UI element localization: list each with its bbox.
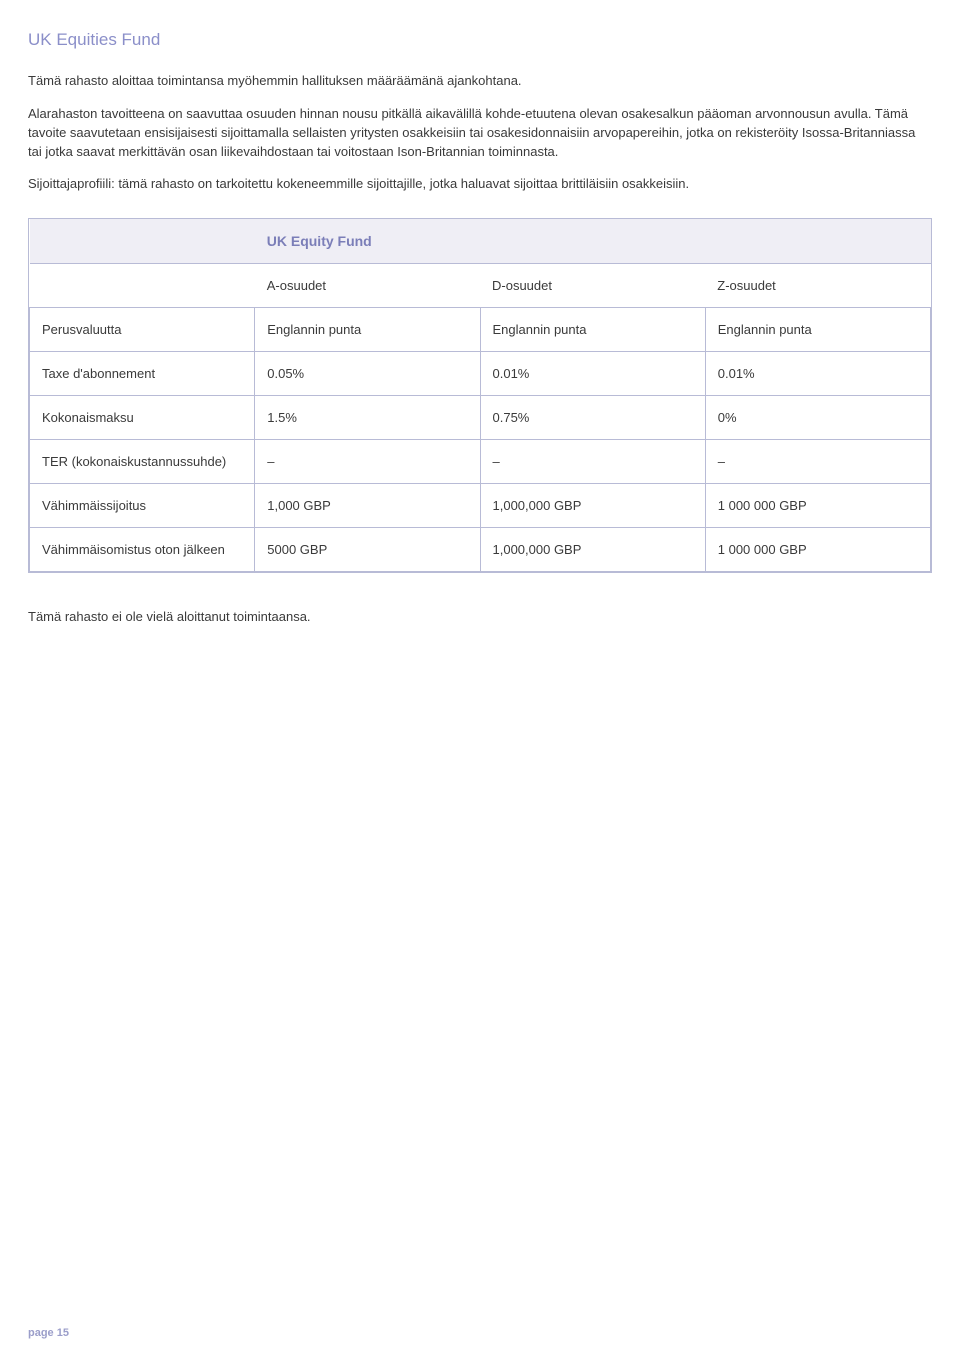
fund-table-container: UK Equity Fund A-osuudet D-osuudet Z-osu… [28, 218, 932, 573]
row-value-z: 1 000 000 GBP [705, 484, 930, 528]
intro-paragraph-3: Sijoittajaprofiili: tämä rahasto on tark… [28, 175, 932, 194]
row-label: Perusvaluutta [30, 308, 255, 352]
row-label: Kokonaismaksu [30, 396, 255, 440]
row-value-d: Englannin punta [480, 308, 705, 352]
row-value-d: 1,000,000 GBP [480, 484, 705, 528]
post-table-note: Tämä rahasto ei ole vielä aloittanut toi… [28, 609, 932, 624]
row-label: TER (kokonaiskustannussuhde) [30, 440, 255, 484]
intro-paragraph-1: Tämä rahasto aloittaa toimintansa myöhem… [28, 72, 932, 91]
row-value-d: 0.01% [480, 352, 705, 396]
row-label: Vähimmäissijoitus [30, 484, 255, 528]
row-value-z: 0% [705, 396, 930, 440]
row-value-d: – [480, 440, 705, 484]
table-row: Taxe d'abonnement 0.05% 0.01% 0.01% [30, 352, 931, 396]
table-title-spacer [30, 219, 255, 264]
row-value-a: 1,000 GBP [255, 484, 480, 528]
header-col-d: D-osuudet [480, 264, 705, 308]
table-row: Perusvaluutta Englannin punta Englannin … [30, 308, 931, 352]
fund-table: UK Equity Fund A-osuudet D-osuudet Z-osu… [29, 219, 931, 572]
row-value-a: 1.5% [255, 396, 480, 440]
row-value-a: 5000 GBP [255, 528, 480, 572]
row-value-a: 0.05% [255, 352, 480, 396]
row-value-a: – [255, 440, 480, 484]
table-row: TER (kokonaiskustannussuhde) – – – [30, 440, 931, 484]
row-value-d: 1,000,000 GBP [480, 528, 705, 572]
intro-paragraph-2: Alarahaston tavoitteena on saavuttaa osu… [28, 105, 932, 162]
page-title: UK Equities Fund [28, 30, 932, 50]
row-value-z: – [705, 440, 930, 484]
header-col-a: A-osuudet [255, 264, 480, 308]
row-value-z: Englannin punta [705, 308, 930, 352]
header-empty [30, 264, 255, 308]
row-label: Taxe d'abonnement [30, 352, 255, 396]
header-col-z: Z-osuudet [705, 264, 930, 308]
table-header-row: A-osuudet D-osuudet Z-osuudet [30, 264, 931, 308]
table-row: Vähimmäissijoitus 1,000 GBP 1,000,000 GB… [30, 484, 931, 528]
table-row: Kokonaismaksu 1.5% 0.75% 0% [30, 396, 931, 440]
table-row: Vähimmäisomistus oton jälkeen 5000 GBP 1… [30, 528, 931, 572]
row-value-z: 1 000 000 GBP [705, 528, 930, 572]
table-title-row: UK Equity Fund [30, 219, 931, 264]
row-value-z: 0.01% [705, 352, 930, 396]
table-title: UK Equity Fund [255, 219, 931, 264]
row-value-d: 0.75% [480, 396, 705, 440]
page-footer: page 15 [28, 1327, 69, 1339]
row-label: Vähimmäisomistus oton jälkeen [30, 528, 255, 572]
row-value-a: Englannin punta [255, 308, 480, 352]
